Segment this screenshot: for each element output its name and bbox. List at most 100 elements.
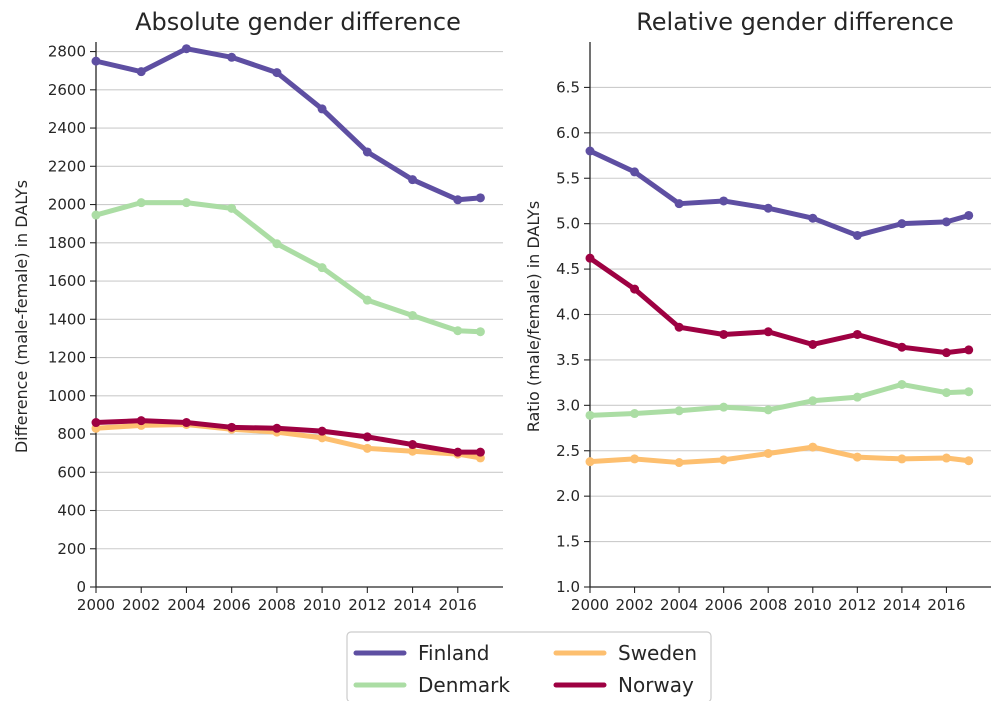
series-denmark bbox=[585, 379, 974, 420]
x-tick-label: 2002 bbox=[615, 596, 653, 614]
y-tick-label: 3.0 bbox=[556, 396, 580, 414]
data-point-denmark bbox=[475, 327, 485, 337]
y-tick-label: 4.0 bbox=[556, 306, 580, 324]
data-point-denmark bbox=[763, 405, 773, 415]
data-point-finland bbox=[272, 68, 282, 78]
relative-difference-panel: 1.0 1.5 2.0 2.5 3.0 3.5 4.0 4.5 5.0 5.5 6.0 6.5 2000… bbox=[524, 8, 991, 614]
x-tick-label: 2008 bbox=[258, 596, 296, 614]
data-point-finland bbox=[964, 210, 974, 220]
data-point-finland bbox=[941, 217, 951, 227]
data-point-finland bbox=[181, 44, 191, 54]
x-tick-label: 2006 bbox=[213, 596, 251, 614]
x-tick-label: 2000 bbox=[571, 596, 609, 614]
legend-frame bbox=[346, 631, 712, 701]
panel-title: Relative gender difference bbox=[636, 8, 954, 36]
y-tick-label: 6.5 bbox=[556, 78, 580, 96]
data-point-denmark bbox=[91, 210, 101, 220]
data-point-finland bbox=[585, 146, 595, 156]
data-point-sweden bbox=[630, 454, 640, 464]
data-point-sweden bbox=[674, 458, 684, 468]
data-point-sweden bbox=[852, 452, 862, 462]
series-line-norway bbox=[587, 255, 972, 356]
data-point-denmark bbox=[897, 379, 907, 389]
data-point-norway bbox=[453, 447, 463, 457]
absolute-difference-panel: 0 200 400 600 800 1000 1200 1400 1600 1800 2000 220… bbox=[12, 8, 503, 614]
legend-label-sweden: Sweden bbox=[618, 641, 697, 665]
legend-entry-sweden: Sweden bbox=[553, 641, 697, 665]
y-tick-label: 4.5 bbox=[556, 260, 580, 278]
x-tick-label: 2014 bbox=[393, 596, 431, 614]
data-point-norway bbox=[719, 329, 729, 339]
data-point-denmark bbox=[852, 392, 862, 402]
data-point-norway bbox=[362, 432, 372, 442]
data-point-denmark bbox=[941, 388, 951, 398]
data-point-finland bbox=[719, 196, 729, 206]
data-point-norway bbox=[674, 322, 684, 332]
legend-label-norway: Norway bbox=[618, 673, 694, 697]
data-point-norway bbox=[272, 423, 282, 433]
data-point-norway bbox=[181, 418, 191, 428]
data-point-sweden bbox=[964, 456, 974, 466]
data-point-finland bbox=[91, 56, 101, 66]
series-line-finland bbox=[93, 46, 483, 203]
data-point-finland bbox=[852, 230, 862, 240]
series-line-denmark bbox=[587, 381, 972, 418]
series-sweden bbox=[585, 442, 974, 468]
y-tick-label: 1400 bbox=[48, 310, 86, 328]
series-finland bbox=[585, 146, 974, 240]
series-line-sweden bbox=[587, 444, 972, 466]
y-tick-label: 0 bbox=[76, 578, 86, 596]
legend-entry-finland: Finland bbox=[353, 641, 489, 665]
x-tick-label: 2014 bbox=[883, 596, 921, 614]
data-point-sweden bbox=[362, 443, 372, 453]
data-point-sweden bbox=[808, 442, 818, 452]
data-point-denmark bbox=[630, 409, 640, 419]
data-point-finland bbox=[362, 147, 372, 157]
data-point-denmark bbox=[136, 198, 146, 208]
data-point-sweden bbox=[585, 457, 595, 467]
series-line-sweden bbox=[93, 421, 483, 461]
x-tick-label: 2004 bbox=[167, 596, 205, 614]
data-point-sweden bbox=[941, 453, 951, 463]
series-line-norway bbox=[93, 418, 483, 455]
y-tick-label: 1800 bbox=[48, 234, 86, 252]
x-tick-label: 2010 bbox=[303, 596, 341, 614]
data-point-norway bbox=[941, 348, 951, 358]
legend: Finland Sweden Denmark Norway bbox=[346, 631, 712, 701]
series-sweden bbox=[91, 419, 485, 463]
data-point-norway bbox=[808, 339, 818, 349]
data-point-finland bbox=[453, 195, 463, 205]
data-point-denmark bbox=[453, 326, 463, 336]
x-tick-label: 2016 bbox=[439, 596, 477, 614]
x-tick-label: 2002 bbox=[122, 596, 160, 614]
series-line-finland bbox=[587, 148, 972, 238]
data-point-norway bbox=[763, 327, 773, 337]
x-tick-label: 2012 bbox=[348, 596, 386, 614]
data-point-norway bbox=[136, 416, 146, 426]
data-point-finland bbox=[897, 219, 907, 229]
x-tick-label: 2006 bbox=[705, 596, 743, 614]
data-point-denmark bbox=[674, 406, 684, 416]
data-point-norway bbox=[91, 418, 101, 428]
data-point-finland bbox=[763, 203, 773, 213]
data-point-sweden bbox=[719, 455, 729, 465]
data-point-norway bbox=[852, 329, 862, 339]
x-tick-label: 2008 bbox=[749, 596, 787, 614]
y-tick-label: 5.5 bbox=[556, 169, 580, 187]
y-tick-label: 3.5 bbox=[556, 351, 580, 369]
y-axis-label: Ratio (male/female) in DALYs bbox=[524, 201, 543, 433]
x-tick-label: 2012 bbox=[838, 596, 876, 614]
data-point-norway bbox=[475, 447, 485, 457]
data-point-denmark bbox=[227, 203, 237, 213]
data-point-norway bbox=[317, 426, 327, 436]
data-point-denmark bbox=[317, 263, 327, 273]
y-tick-label: 2000 bbox=[48, 196, 86, 214]
x-tick-label: 2004 bbox=[660, 596, 698, 614]
data-point-norway bbox=[630, 284, 640, 294]
y-tick-label: 2.0 bbox=[556, 487, 580, 505]
y-tick-label: 2800 bbox=[48, 43, 86, 61]
y-tick-label: 6.0 bbox=[556, 124, 580, 142]
data-point-finland bbox=[475, 193, 485, 203]
data-point-norway bbox=[227, 422, 237, 432]
data-point-norway bbox=[585, 253, 595, 263]
